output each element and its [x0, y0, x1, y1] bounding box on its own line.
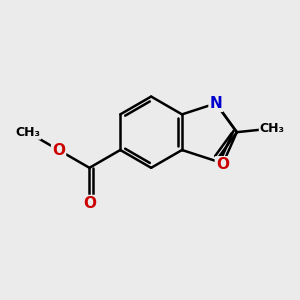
Text: CH₃: CH₃	[260, 122, 285, 135]
Text: O: O	[216, 157, 229, 172]
Text: N: N	[209, 96, 222, 111]
Text: CH₃: CH₃	[15, 126, 40, 139]
Text: O: O	[83, 196, 96, 211]
Text: O: O	[52, 142, 65, 158]
